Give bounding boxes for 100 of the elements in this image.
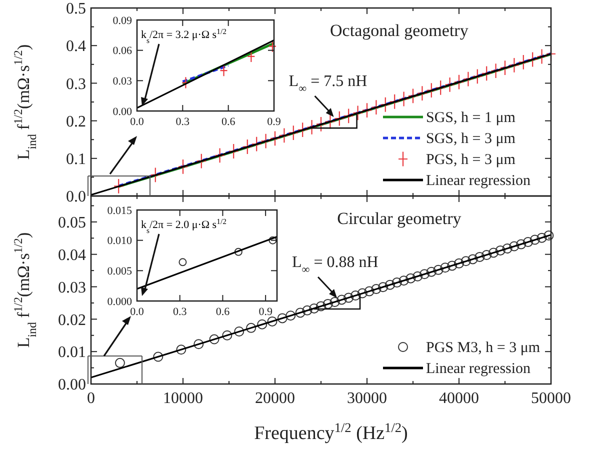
point — [176, 344, 186, 355]
y-tick-label: 0.03 — [112, 76, 132, 88]
point — [433, 264, 444, 275]
point — [398, 276, 409, 286]
x-axis-title: Frequency$^{1/2}$ (Hz$^{1/2}$) — [254, 420, 408, 444]
legend-label: PGS, h = 3 μm — [426, 152, 516, 168]
point — [153, 352, 164, 362]
point — [209, 334, 220, 344]
point — [336, 294, 347, 305]
point — [530, 234, 540, 245]
point — [277, 313, 288, 324]
point — [502, 244, 512, 254]
point — [426, 266, 436, 277]
point — [302, 305, 312, 316]
y-tick-label: 0.005 — [107, 266, 132, 278]
x-tick-label: 0.3 — [176, 116, 190, 128]
point — [222, 330, 232, 340]
legend-label: SGS, h = 1 μm — [426, 110, 516, 126]
legend-label: Linear regression — [426, 173, 532, 189]
x-tick-label: 0.3 — [172, 306, 188, 318]
legend-label: Linear regression — [426, 361, 532, 377]
point — [234, 248, 242, 256]
y-tick-label: 0.3 — [66, 76, 86, 93]
point — [246, 322, 256, 333]
x-tick-label: 10000 — [163, 390, 203, 407]
point — [488, 248, 498, 258]
point — [536, 232, 547, 243]
text: Circular geometry — [337, 209, 462, 228]
x-tick-label: 0.0 — [130, 306, 144, 318]
point — [330, 296, 340, 307]
y-tick-label: 0.1 — [66, 151, 86, 168]
y-tick-label: 0.03 — [58, 279, 86, 296]
point — [295, 308, 306, 318]
y-tick-label: 0.015 — [107, 204, 132, 217]
y-tick-label: 0.05 — [58, 214, 86, 232]
point — [495, 245, 506, 256]
point — [523, 237, 533, 248]
y-tick-label: 0.02 — [58, 312, 86, 329]
annotation: L$_{∞}$ = 0.88 nH — [292, 254, 379, 276]
point — [234, 326, 244, 336]
point — [322, 298, 333, 309]
annotation: k$_{s}$/2π = 2.0 μ·Ω s$^{1/2}$ — [141, 216, 227, 234]
legend-label: PGS M3, h = 3 μm — [426, 340, 540, 356]
text: Octagonal geometry — [330, 21, 469, 40]
point — [392, 278, 402, 288]
annotation: k$_{s}$/2π = 3.2 μ·Ω s$^{1/2}$ — [141, 26, 227, 44]
point — [178, 258, 187, 266]
point — [482, 250, 492, 260]
annotation: L$_{∞}$ = 7.5 nH — [288, 73, 368, 96]
point — [268, 40, 277, 52]
point — [268, 236, 277, 244]
point — [309, 303, 320, 314]
x-tick-label: 20000 — [255, 390, 295, 407]
point — [286, 310, 296, 321]
point — [544, 230, 554, 241]
y-tick-label: 0.00 — [58, 376, 86, 394]
point — [378, 282, 388, 292]
point — [460, 256, 471, 266]
point — [357, 288, 368, 298]
legend-label: SGS, h = 3 μm — [426, 131, 516, 147]
point — [454, 258, 464, 268]
x-tick-label: 0 — [87, 390, 95, 407]
point — [516, 239, 526, 250]
point — [474, 252, 485, 262]
point — [447, 260, 458, 271]
x-tick-label: 0.6 — [216, 306, 230, 318]
point — [364, 286, 374, 296]
point — [316, 301, 326, 312]
point — [114, 358, 125, 368]
y-tick-label: 0.2 — [66, 113, 86, 130]
x-tick-label: 0.9 — [267, 116, 282, 128]
y-tick-label: 0.09 — [112, 14, 132, 27]
y-tick-label: 0.04 — [58, 246, 86, 264]
y-tick-label: 0.010 — [107, 235, 132, 248]
y-tick-label: 0.5 — [66, 0, 86, 18]
point — [412, 271, 423, 282]
x-tick-label: 0.6 — [221, 116, 236, 128]
point — [267, 316, 278, 326]
point — [371, 284, 382, 294]
x-tick-label: 0.0 — [130, 116, 144, 128]
point — [344, 292, 354, 303]
x-tick-label: 50000 — [531, 390, 571, 407]
point — [420, 269, 430, 280]
y-tick-label: 0.06 — [112, 45, 132, 58]
y-tick-label: 0.01 — [58, 344, 86, 362]
point — [257, 319, 268, 330]
point — [440, 262, 450, 273]
point — [350, 290, 360, 301]
point — [468, 254, 478, 264]
x-tick-label: 40000 — [439, 390, 479, 407]
point — [509, 241, 520, 252]
y-tick-label: 0.000 — [107, 296, 132, 308]
point — [194, 339, 204, 350]
y-tick-label: 0.4 — [66, 38, 86, 56]
point — [385, 280, 395, 290]
x-tick-label: 30000 — [347, 390, 387, 407]
x-tick-label: 0.9 — [258, 306, 273, 318]
y-tick-label: 0.00 — [112, 106, 132, 118]
point — [406, 273, 416, 284]
y-tick-label: 0.0 — [66, 188, 86, 206]
